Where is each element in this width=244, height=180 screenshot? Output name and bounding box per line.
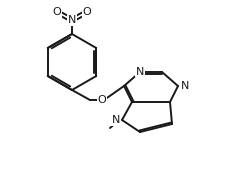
Text: O: O xyxy=(83,7,91,17)
Text: O: O xyxy=(53,7,61,17)
Text: N: N xyxy=(181,81,189,91)
Text: N: N xyxy=(68,15,76,25)
Text: N: N xyxy=(112,115,120,125)
Text: N: N xyxy=(136,66,144,76)
Text: O: O xyxy=(98,95,106,105)
